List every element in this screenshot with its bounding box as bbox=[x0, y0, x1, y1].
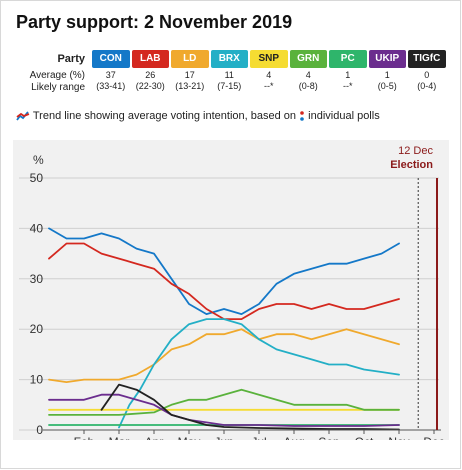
x-tick-may: May bbox=[178, 435, 201, 440]
party-header-pc: PC bbox=[329, 50, 367, 68]
x-tick-nov: Nov bbox=[388, 435, 409, 440]
trend-line-brx bbox=[118, 318, 400, 429]
y-tick-40: 40 bbox=[30, 221, 44, 235]
range-ld: (13-21) bbox=[175, 81, 205, 91]
y-tick-0: 0 bbox=[36, 423, 43, 437]
range-tigfc: (0-4) bbox=[417, 81, 437, 91]
legend-text-polls: individual polls bbox=[308, 110, 380, 122]
x-axis: Feb Mar Apr May Jun Jul Aug Sep Oct Nov Dec bbox=[43, 429, 445, 440]
chart-background bbox=[13, 140, 449, 440]
range-ukip: (0-5) bbox=[377, 81, 397, 91]
y-tick-30: 30 bbox=[30, 272, 44, 286]
trend-legend: Trend line showing average voting intent… bbox=[16, 110, 380, 122]
poll-dots-icon bbox=[300, 111, 304, 121]
y-tick-50: 50 bbox=[30, 171, 44, 185]
average-tigfc: 0 bbox=[424, 70, 430, 80]
range-brx: (7-15) bbox=[217, 81, 242, 91]
range-pc: --* bbox=[343, 81, 353, 91]
party-header-brx: BRX bbox=[210, 50, 248, 68]
page-title: Party support: 2 November 2019 bbox=[16, 12, 293, 32]
x-tick-sep: Sep bbox=[318, 435, 340, 440]
y-axis-label: % bbox=[33, 153, 44, 167]
election-marker: 12 Dec Election bbox=[390, 145, 438, 430]
average-con: 37 bbox=[105, 70, 116, 80]
party-header-ld: LD bbox=[171, 50, 209, 68]
range-lab: (22-30) bbox=[135, 81, 165, 91]
election-date-label: 12 Dec bbox=[398, 145, 433, 157]
average-ld: 17 bbox=[184, 70, 195, 80]
range-con: (33-41) bbox=[96, 81, 126, 91]
average-ukip: 1 bbox=[384, 70, 390, 80]
average-row-label: Average (%) bbox=[29, 70, 85, 81]
range-snp: --* bbox=[264, 81, 274, 91]
x-tick-oct: Oct bbox=[355, 435, 374, 440]
trend-line-grn bbox=[48, 388, 400, 416]
average-grn: 4 bbox=[305, 70, 311, 80]
average-lab: 26 bbox=[145, 70, 156, 80]
trend-line-icon bbox=[16, 111, 30, 121]
trend-line-tigfc bbox=[100, 383, 400, 431]
x-tick-mar: Mar bbox=[109, 435, 130, 440]
y-tick-20: 20 bbox=[30, 322, 44, 336]
series-layer bbox=[48, 227, 400, 431]
x-tick-jul: Jul bbox=[251, 435, 266, 440]
party-header-grn: GRN bbox=[289, 50, 327, 68]
range-row-label: Likely range bbox=[31, 82, 85, 93]
x-tick-dec: Dec bbox=[423, 435, 444, 440]
poll-chart: 0 10 20 30 40 50% Feb Mar Apr May Jun Jul Aug Sep Oct… bbox=[13, 140, 449, 440]
x-tick-aug: Aug bbox=[283, 435, 304, 440]
trend-line-con bbox=[48, 227, 400, 316]
average-brx: 11 bbox=[224, 70, 234, 80]
party-header-tigfc: TIGfC bbox=[408, 50, 446, 68]
y-tick-10: 10 bbox=[30, 373, 44, 387]
election-label: Election bbox=[390, 159, 433, 171]
x-tick-jun: Jun bbox=[214, 435, 233, 440]
party-row-label: Party bbox=[57, 53, 85, 65]
party-header-snp: SNP bbox=[250, 50, 288, 68]
party-header-ukip: UKIP bbox=[368, 50, 406, 68]
trend-line-ld bbox=[48, 328, 400, 384]
average-snp: 4 bbox=[266, 70, 272, 80]
party-header-lab: LAB bbox=[131, 50, 169, 68]
legend-text-trend: Trend line showing average voting intent… bbox=[32, 110, 297, 122]
average-pc: 1 bbox=[345, 70, 351, 80]
party-header-con: CON bbox=[92, 50, 130, 68]
range-grn: (0-8) bbox=[298, 81, 318, 91]
x-tick-feb: Feb bbox=[74, 435, 95, 440]
x-tick-apr: Apr bbox=[145, 435, 164, 440]
